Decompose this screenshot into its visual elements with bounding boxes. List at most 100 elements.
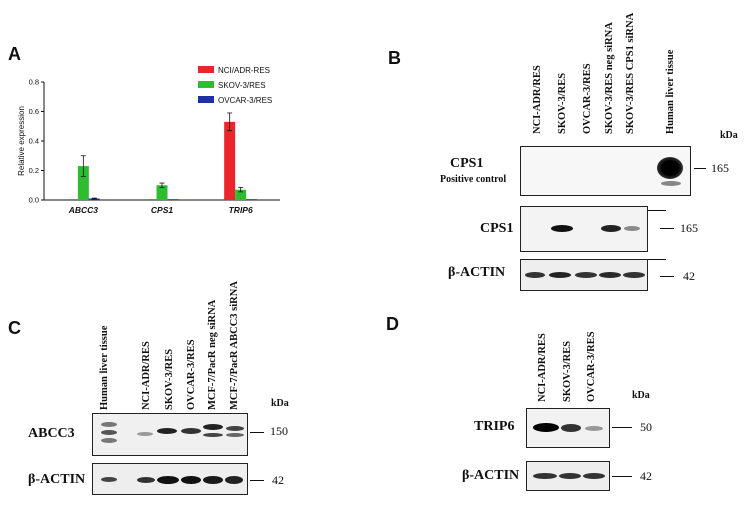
y-tick-label: 0.0 <box>29 196 39 205</box>
band <box>226 433 244 437</box>
band <box>101 438 117 443</box>
western-blot-beta-actin <box>92 463 248 495</box>
band <box>181 476 201 484</box>
legend-swatch <box>198 81 214 88</box>
band <box>533 423 559 432</box>
band <box>137 432 153 436</box>
band <box>137 477 155 483</box>
band <box>533 473 557 479</box>
lane-label: OVCAR-3/RES <box>186 339 197 410</box>
western-blot-cps1-positive-control <box>520 146 691 196</box>
band <box>203 424 223 430</box>
marker-tick <box>612 427 632 428</box>
bar <box>246 199 258 200</box>
x-tick-label: ABCC3 <box>68 205 99 215</box>
lane-label: SKOV-3/RES <box>557 72 568 134</box>
bar <box>77 166 89 200</box>
marker-tick <box>694 168 706 169</box>
kda-label: kDa <box>271 398 289 409</box>
panel-c-letter: C <box>8 318 21 338</box>
marker-tick <box>648 259 666 260</box>
mw-marker: 165 <box>711 161 729 175</box>
y-tick-label: 0.4 <box>29 137 39 146</box>
lane-label: NCI-ADR/RES <box>537 333 548 402</box>
legend-swatch <box>198 66 214 73</box>
band <box>157 428 177 434</box>
y-tick-label: 0.6 <box>29 107 39 116</box>
bar <box>156 185 168 200</box>
band <box>657 157 683 179</box>
band <box>599 272 621 278</box>
y-tick-label: 0.8 <box>29 78 39 87</box>
band <box>575 272 597 278</box>
mw-marker: 42 <box>683 269 695 283</box>
lane-label: OVCAR-3/RES <box>586 331 597 402</box>
band <box>549 272 571 278</box>
blot-label: β-ACTIN <box>28 472 86 487</box>
lane-label: OVCAR-3/RES <box>582 63 593 134</box>
blot-label: CPS1 <box>480 221 514 236</box>
bar <box>235 189 247 200</box>
lane-label: NCI-ADR/RES <box>532 65 543 134</box>
lane-label: SKOV-3/RES neg siRNA <box>604 22 615 134</box>
band <box>203 476 223 484</box>
blot-label: β-ACTIN <box>448 265 506 280</box>
x-tick-label: TRIP6 <box>229 205 253 215</box>
legend-swatch <box>198 96 214 103</box>
band <box>181 428 201 434</box>
marker-tick <box>660 228 674 229</box>
bar <box>66 199 78 200</box>
band <box>661 181 681 186</box>
legend-label: SKOV-3/RES <box>218 81 266 90</box>
mw-marker: 165 <box>680 221 698 235</box>
panel-d-letter: D <box>386 314 399 334</box>
blot-label: ABCC3 <box>28 426 75 441</box>
kda-label: kDa <box>720 130 738 141</box>
band <box>101 477 117 482</box>
band <box>157 476 179 484</box>
lane-label: Human liver tissue <box>99 325 110 410</box>
marker-tick <box>648 210 666 211</box>
western-blot-trip6 <box>526 408 610 448</box>
marker-tick <box>250 480 264 481</box>
lane-label: SKOV-3/RES <box>164 348 175 410</box>
marker-tick <box>612 476 632 477</box>
marker-tick <box>660 276 674 277</box>
band <box>561 424 581 432</box>
band <box>225 476 243 484</box>
marker-tick <box>250 432 264 433</box>
band <box>601 225 621 232</box>
western-blot-beta-actin <box>526 461 610 491</box>
band <box>226 426 244 431</box>
y-tick-label: 0.2 <box>29 166 39 175</box>
kda-label: kDa <box>632 390 650 401</box>
panel-a-bar-chart: 0.0 0.2 0.4 0.6 0.8 Relative expression ABCC3 C… <box>17 66 280 215</box>
lane-label: SKOV-3/RES <box>562 340 573 402</box>
band <box>525 272 545 278</box>
lane-label: MCF-7/PacR ABCC3 siRNA <box>229 281 240 410</box>
mw-marker: 42 <box>640 469 652 483</box>
western-blot-cps1 <box>520 206 648 252</box>
western-blot-abcc3 <box>92 413 248 456</box>
band <box>101 430 117 435</box>
band <box>583 473 605 479</box>
legend-label: NCI/ADR-RES <box>218 66 270 75</box>
blot-label: CPS1 <box>450 156 484 171</box>
panel-b-letter: B <box>388 48 401 68</box>
band <box>203 433 223 437</box>
legend-label: OVCAR-3/RES <box>218 96 272 105</box>
y-axis-title: Relative expression <box>17 106 26 176</box>
mw-marker: 150 <box>270 424 288 438</box>
lane-label: NCI-ADR/RES <box>141 341 152 410</box>
bar <box>167 199 179 200</box>
mw-marker: 42 <box>272 473 284 487</box>
band <box>559 473 581 479</box>
band <box>624 226 640 231</box>
western-blot-beta-actin <box>520 259 648 291</box>
lane-label: Human liver tissue <box>665 49 676 134</box>
band <box>101 422 117 427</box>
bar <box>224 121 236 200</box>
x-tick-label: CPS1 <box>151 205 173 215</box>
bar <box>145 199 157 200</box>
lane-label: MCF-7/PacR neg siRNA <box>207 299 218 410</box>
